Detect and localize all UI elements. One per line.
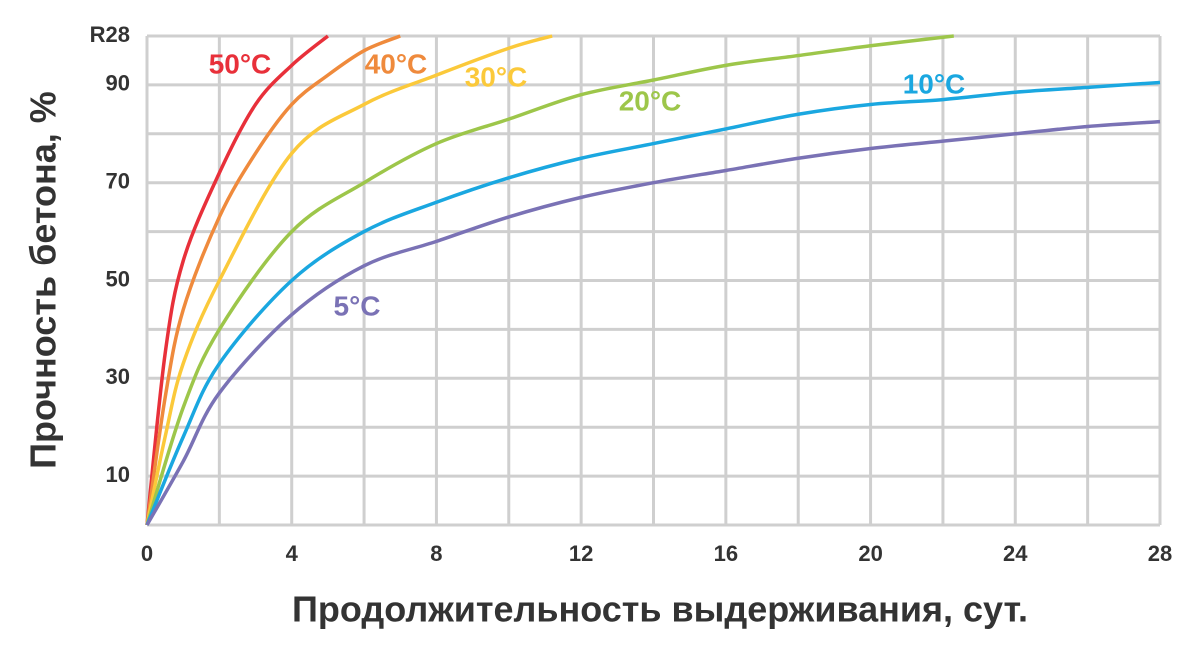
x-tick-label: 0 — [141, 541, 153, 566]
line — [145, 34, 401, 526]
line — [145, 34, 329, 526]
y-tick-label: 30 — [106, 364, 130, 389]
x-tick-label: 16 — [714, 541, 738, 566]
x-tick-label: 20 — [858, 541, 882, 566]
x-tick-label: 8 — [430, 541, 442, 566]
series-label: 50°C — [209, 48, 272, 79]
y-axis-title: Прочность бетона, % — [23, 91, 64, 469]
x-tick-label: 4 — [286, 541, 299, 566]
series-label: 10°C — [903, 68, 966, 99]
y-tick-label: 10 — [106, 462, 130, 487]
series-label: 5°C — [334, 290, 381, 321]
line — [145, 119, 1161, 526]
x-tick-label: 24 — [1003, 541, 1028, 566]
x-tick-label: 28 — [1148, 541, 1172, 566]
line — [145, 80, 1161, 526]
series-label: 20°C — [619, 85, 682, 116]
x-tick-label: 12 — [569, 541, 593, 566]
y-tick-label: R28 — [90, 22, 130, 47]
series-label: 30°C — [465, 61, 528, 92]
y-tick-label: 50 — [106, 266, 130, 291]
series-label: 40°C — [365, 48, 428, 79]
y-tick-label: 90 — [106, 71, 130, 96]
x-axis-title: Продолжительность выдерживания, сут. — [292, 589, 1028, 630]
line — [145, 34, 954, 526]
line — [145, 34, 553, 526]
y-tick-label: 70 — [106, 169, 130, 194]
